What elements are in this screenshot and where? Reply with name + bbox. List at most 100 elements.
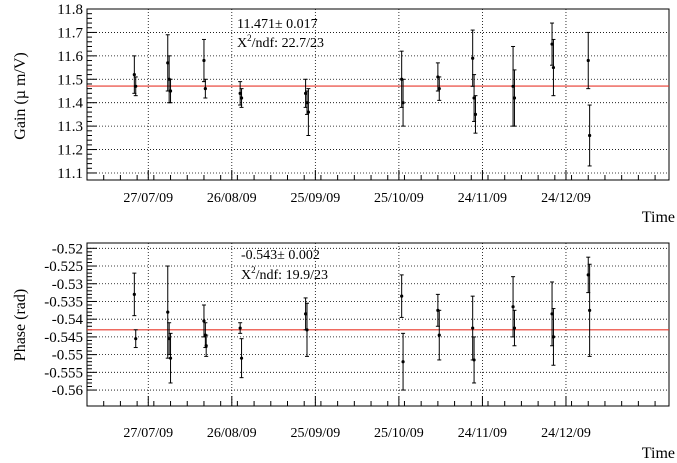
gain-x-tick-label: 26/08/09	[207, 191, 257, 206]
phase-y-tick-labels: -0.52-0.525-0.53-0.535-0.54-0.545-0.55-0…	[44, 241, 83, 399]
phase-x-tick-label: 24/11/09	[458, 426, 507, 441]
gain-axis-ticks	[87, 8, 656, 180]
gain-panel: 11.1 11.2 11.3 11.4 11.5 11.6 11.7 11.8 27/07/0…	[12, 2, 675, 226]
phase-chi2-superscript: 2	[251, 265, 256, 275]
phase-data-point	[238, 326, 242, 330]
gain-data-point	[550, 42, 554, 46]
phase-data-point	[551, 335, 556, 339]
gain-y-tick-label: 11.4	[57, 96, 83, 112]
phase-y-tick-label: -0.53	[52, 277, 83, 293]
phase-y-tick-label: -0.56	[52, 383, 84, 399]
phase-data-point	[167, 337, 171, 341]
phase-y-tick-label: -0.55	[52, 348, 83, 364]
gain-y-tick-label: 11.7	[57, 25, 83, 41]
gain-data-point	[166, 61, 170, 65]
phase-chi2-value: /ndf: 19.9/23	[256, 268, 328, 283]
gain-chi2-label: X2/ndf: 22.7/23	[237, 33, 324, 51]
phase-data-point	[471, 326, 475, 330]
gain-data-point	[132, 72, 136, 77]
gain-y-tick-label: 11.6	[57, 49, 83, 65]
phase-data-point	[586, 273, 590, 277]
gain-data-point	[586, 58, 590, 63]
gain-x-tick-label: 24/12/09	[541, 191, 591, 206]
gain-data-point	[511, 84, 515, 88]
phase-x-tick-label: 27/07/09	[123, 426, 173, 441]
phase-data-point	[400, 294, 404, 298]
phase-fit-value-label: -0.543± 0.002	[241, 248, 320, 263]
gain-data-point	[471, 56, 475, 60]
gain-chi2-value: /ndf: 22.7/23	[252, 36, 324, 51]
gain-x-tick-label: 24/11/09	[458, 191, 507, 206]
phase-data-point	[204, 344, 208, 348]
gain-x-tick-label: 25/09/09	[290, 191, 340, 206]
gain-y-axis-title: Gain (µ m/V)	[12, 52, 29, 139]
phase-data-point	[239, 356, 244, 360]
gain-x-tick-label: 27/07/09	[123, 191, 173, 206]
phase-y-axis-title: Phase (rad)	[12, 289, 29, 361]
gain-data-point	[168, 89, 173, 93]
gain-data-point	[238, 91, 242, 95]
phase-data-point	[202, 319, 206, 323]
phase-data-point	[168, 356, 173, 360]
gain-y-tick-label: 11.2	[57, 143, 83, 159]
gain-plot-frame	[86, 8, 670, 181]
gain-data-point	[401, 101, 405, 105]
phase-y-tick-label: -0.545	[44, 330, 83, 346]
phase-data-point	[472, 358, 476, 362]
gain-data-point	[202, 58, 206, 63]
gain-data-point	[303, 91, 308, 95]
gain-data-point	[473, 112, 478, 117]
phase-data-point	[401, 360, 405, 364]
phase-x-tick-labels: 27/07/09 26/08/09 25/09/09 25/10/09 24/11/09…	[123, 426, 590, 441]
phase-data-point	[134, 337, 138, 341]
gain-data-point	[134, 84, 138, 88]
gain-data-point	[239, 96, 244, 100]
phase-y-tick-label: -0.54	[52, 312, 84, 328]
phase-data-point	[303, 312, 308, 316]
gain-y-tick-label: 11.5	[57, 72, 83, 88]
gain-x-tick-label: 25/10/09	[374, 191, 424, 206]
gain-data-point	[437, 87, 441, 91]
phase-data-point	[166, 310, 170, 314]
phase-y-tick-label: -0.525	[44, 259, 83, 275]
phase-panel: -0.52-0.525-0.53-0.535-0.54-0.545-0.55-0…	[12, 241, 675, 462]
phase-data-point	[588, 308, 592, 312]
gain-y-tick-label: 11.1	[57, 166, 83, 182]
phase-y-tick-label: -0.535	[44, 294, 83, 310]
gain-data-point	[203, 87, 207, 91]
gain-data-point	[512, 96, 517, 100]
phase-x-tick-label: 25/10/09	[374, 426, 424, 441]
gain-y-tick-labels: 11.1 11.2 11.3 11.4 11.5 11.6 11.7 11.8	[57, 2, 83, 182]
phase-chi2-label: X2/ndf: 19.9/23	[241, 265, 328, 283]
gain-data-point	[551, 65, 556, 70]
gain-grid	[87, 8, 669, 180]
phase-data-point	[132, 292, 136, 296]
phase-data-point	[511, 305, 515, 309]
phase-y-tick-label: -0.52	[52, 241, 83, 257]
phase-x-tick-label: 26/08/09	[207, 426, 257, 441]
phase-y-tick-label: -0.555	[44, 365, 83, 381]
phase-data-point	[437, 333, 441, 337]
gain-y-tick-label: 11.8	[57, 2, 83, 18]
phase-data-point	[550, 312, 554, 316]
phase-chi2-prefix: X	[241, 268, 251, 283]
gain-data-point	[306, 110, 310, 114]
gain-fit-value-label: 11.471± 0.017	[237, 17, 318, 32]
phase-data-points	[132, 256, 592, 391]
phase-axis-ticks	[87, 247, 656, 406]
gain-y-tick-label: 11.3	[57, 119, 83, 135]
phase-data-point	[512, 326, 517, 330]
gain-data-point	[588, 133, 592, 138]
gain-data-points	[132, 22, 592, 167]
gain-data-point	[305, 101, 309, 105]
phase-data-point	[305, 328, 309, 332]
gain-chi2-prefix: X	[237, 36, 247, 51]
phase-x-axis-title: Time	[642, 445, 675, 462]
gain-x-tick-labels: 27/07/09 26/08/09 25/09/09 25/10/09 24/11/09…	[123, 191, 590, 206]
phase-x-tick-label: 24/12/09	[541, 426, 591, 441]
phase-x-tick-label: 25/09/09	[290, 426, 340, 441]
gain-x-axis-title: Time	[642, 209, 675, 226]
phase-grid	[87, 243, 669, 406]
gain-data-point	[472, 96, 476, 100]
gain-chi2-superscript: 2	[247, 33, 252, 43]
